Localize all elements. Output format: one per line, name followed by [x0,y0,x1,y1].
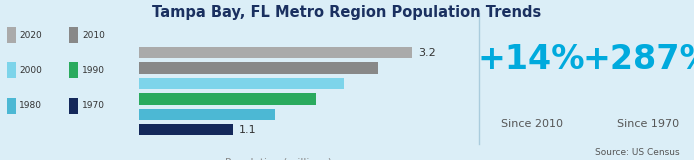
Text: 1980: 1980 [19,101,42,110]
Bar [139,78,344,89]
Text: 2000: 2000 [19,66,42,75]
Bar [139,47,412,58]
Text: Tampa Bay, FL Metro Region Population Trends: Tampa Bay, FL Metro Region Population Tr… [153,5,541,20]
Text: Source: US Census: Source: US Census [595,148,680,157]
Text: 1990: 1990 [82,66,105,75]
Text: 2010: 2010 [82,31,105,40]
Text: Since 2010: Since 2010 [500,119,563,129]
Bar [139,109,276,120]
Text: Since 1970: Since 1970 [617,119,679,129]
Text: +287%: +287% [583,43,694,76]
Bar [139,62,378,74]
Text: 3.2: 3.2 [418,48,436,58]
Text: 1.1: 1.1 [239,125,256,135]
Bar [139,124,232,135]
Bar [139,93,316,104]
Text: 2020: 2020 [19,31,42,40]
Text: Population (millions): Population (millions) [226,158,332,160]
Text: 1970: 1970 [82,101,105,110]
Text: +14%: +14% [478,43,585,76]
